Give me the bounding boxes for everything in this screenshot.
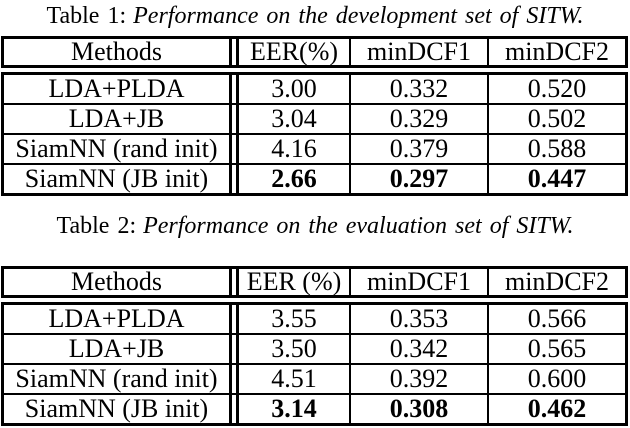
- double-column-rule: [229, 39, 232, 65]
- method-cell: SiamNN (JB init): [24, 394, 209, 423]
- table-2-body-box: LDA+PLDA 3.55 0.353 0.566 LDA+JB 3.50 0.…: [1, 302, 628, 426]
- table-1-header-mindcf1: minDCF1: [366, 37, 472, 66]
- table-2-caption: Table 2: Performance on the evaluation se…: [0, 211, 630, 241]
- method-cell: LDA+PLDA: [48, 304, 185, 333]
- table-1-header-box: Methods EER(%) minDCF1 minDCF2: [1, 36, 628, 68]
- mindcf1-cell: 0.353: [389, 304, 449, 333]
- method-cell: LDA+PLDA: [48, 74, 185, 103]
- table-row: SiamNN (rand init) 4.51 0.392 0.600: [4, 363, 625, 393]
- double-column-rule: [236, 75, 239, 193]
- method-cell: SiamNN (rand init): [15, 134, 218, 163]
- double-column-rule: [236, 305, 239, 423]
- eer-cell: 3.14: [271, 394, 317, 423]
- eer-cell: 4.16: [271, 134, 317, 163]
- table-1-header-row: Methods EER(%) minDCF1 minDCF2: [4, 39, 625, 65]
- column-rule: [349, 39, 351, 65]
- table-row: LDA+JB 3.04 0.329 0.502: [4, 103, 625, 133]
- mindcf1-cell: 0.392: [389, 364, 449, 393]
- method-cell: SiamNN (JB init): [24, 164, 209, 193]
- column-rule: [487, 75, 489, 193]
- column-rule: [349, 269, 351, 295]
- double-column-rule: [236, 269, 239, 295]
- mindcf2-cell: 0.600: [527, 364, 587, 393]
- mindcf1-cell: 0.379: [389, 134, 449, 163]
- mindcf2-cell: 0.520: [527, 74, 587, 103]
- mindcf1-cell: 0.332: [389, 74, 449, 103]
- table-1-header-methods: Methods: [71, 37, 162, 66]
- table-2-caption-text: Performance on the evaluation set of SIT…: [143, 213, 574, 239]
- column-rule: [487, 269, 489, 295]
- table-2-header-box: Methods EER (%) minDCF1 minDCF2: [1, 266, 628, 298]
- eer-cell: 3.50: [271, 334, 317, 363]
- table-row: LDA+PLDA 3.55 0.353 0.566: [4, 305, 625, 333]
- table-2-header-row: Methods EER (%) minDCF1 minDCF2: [4, 269, 625, 295]
- eer-cell: 2.66: [271, 164, 317, 193]
- table-1-body-box: LDA+PLDA 3.00 0.332 0.520 LDA+JB 3.04 0.…: [1, 72, 628, 196]
- table-row-best: SiamNN (JB init) 3.14 0.308 0.462: [4, 393, 625, 423]
- mindcf1-cell: 0.342: [389, 334, 449, 363]
- table-row: LDA+PLDA 3.00 0.332 0.520: [4, 75, 625, 103]
- table-1-caption: Table 1: Performance on the development s…: [0, 1, 630, 31]
- eer-cell: 3.00: [271, 74, 317, 103]
- eer-cell: 3.04: [271, 104, 317, 133]
- table-2-header-eer: EER (%): [246, 267, 342, 296]
- mindcf2-cell: 0.588: [527, 134, 587, 163]
- mindcf1-cell: 0.308: [389, 394, 449, 423]
- table-row: LDA+JB 3.50 0.342 0.565: [4, 333, 625, 363]
- table-1: Methods EER(%) minDCF1 minDCF2 LDA+PLDA …: [1, 36, 628, 196]
- table-1-header-mindcf2: minDCF2: [504, 37, 610, 66]
- column-rule: [349, 305, 351, 423]
- double-column-rule: [236, 39, 239, 65]
- mindcf1-cell: 0.297: [389, 164, 449, 193]
- method-cell: SiamNN (rand init): [15, 364, 218, 393]
- mindcf2-cell: 0.565: [527, 334, 587, 363]
- column-rule: [487, 39, 489, 65]
- mindcf2-cell: 0.502: [527, 104, 587, 133]
- table-row-best: SiamNN (JB init) 2.66 0.297 0.447: [4, 163, 625, 193]
- eer-cell: 3.55: [271, 304, 317, 333]
- mindcf2-cell: 0.566: [527, 304, 587, 333]
- column-rule: [487, 305, 489, 423]
- double-column-rule: [229, 75, 232, 193]
- mindcf2-cell: 0.447: [527, 164, 587, 193]
- table-2-header-mindcf1: minDCF1: [366, 267, 472, 296]
- method-cell: LDA+JB: [68, 334, 165, 363]
- table-2-caption-label: Table 2:: [56, 213, 137, 239]
- eer-cell: 4.51: [271, 364, 317, 393]
- double-column-rule: [229, 305, 232, 423]
- column-rule: [349, 75, 351, 193]
- table-1-caption-label: Table 1:: [46, 3, 127, 29]
- double-column-rule: [229, 269, 232, 295]
- table-2-header-mindcf2: minDCF2: [504, 267, 610, 296]
- table-row: SiamNN (rand init) 4.16 0.379 0.588: [4, 133, 625, 163]
- mindcf1-cell: 0.329: [389, 104, 449, 133]
- method-cell: LDA+JB: [68, 104, 165, 133]
- mindcf2-cell: 0.462: [527, 394, 587, 423]
- table-1-caption-text: Performance on the development set of SI…: [133, 3, 584, 29]
- table-2-header-methods: Methods: [71, 267, 162, 296]
- table-2: Methods EER (%) minDCF1 minDCF2 LDA+PLDA…: [1, 266, 628, 426]
- table-1-header-eer: EER(%): [249, 37, 339, 66]
